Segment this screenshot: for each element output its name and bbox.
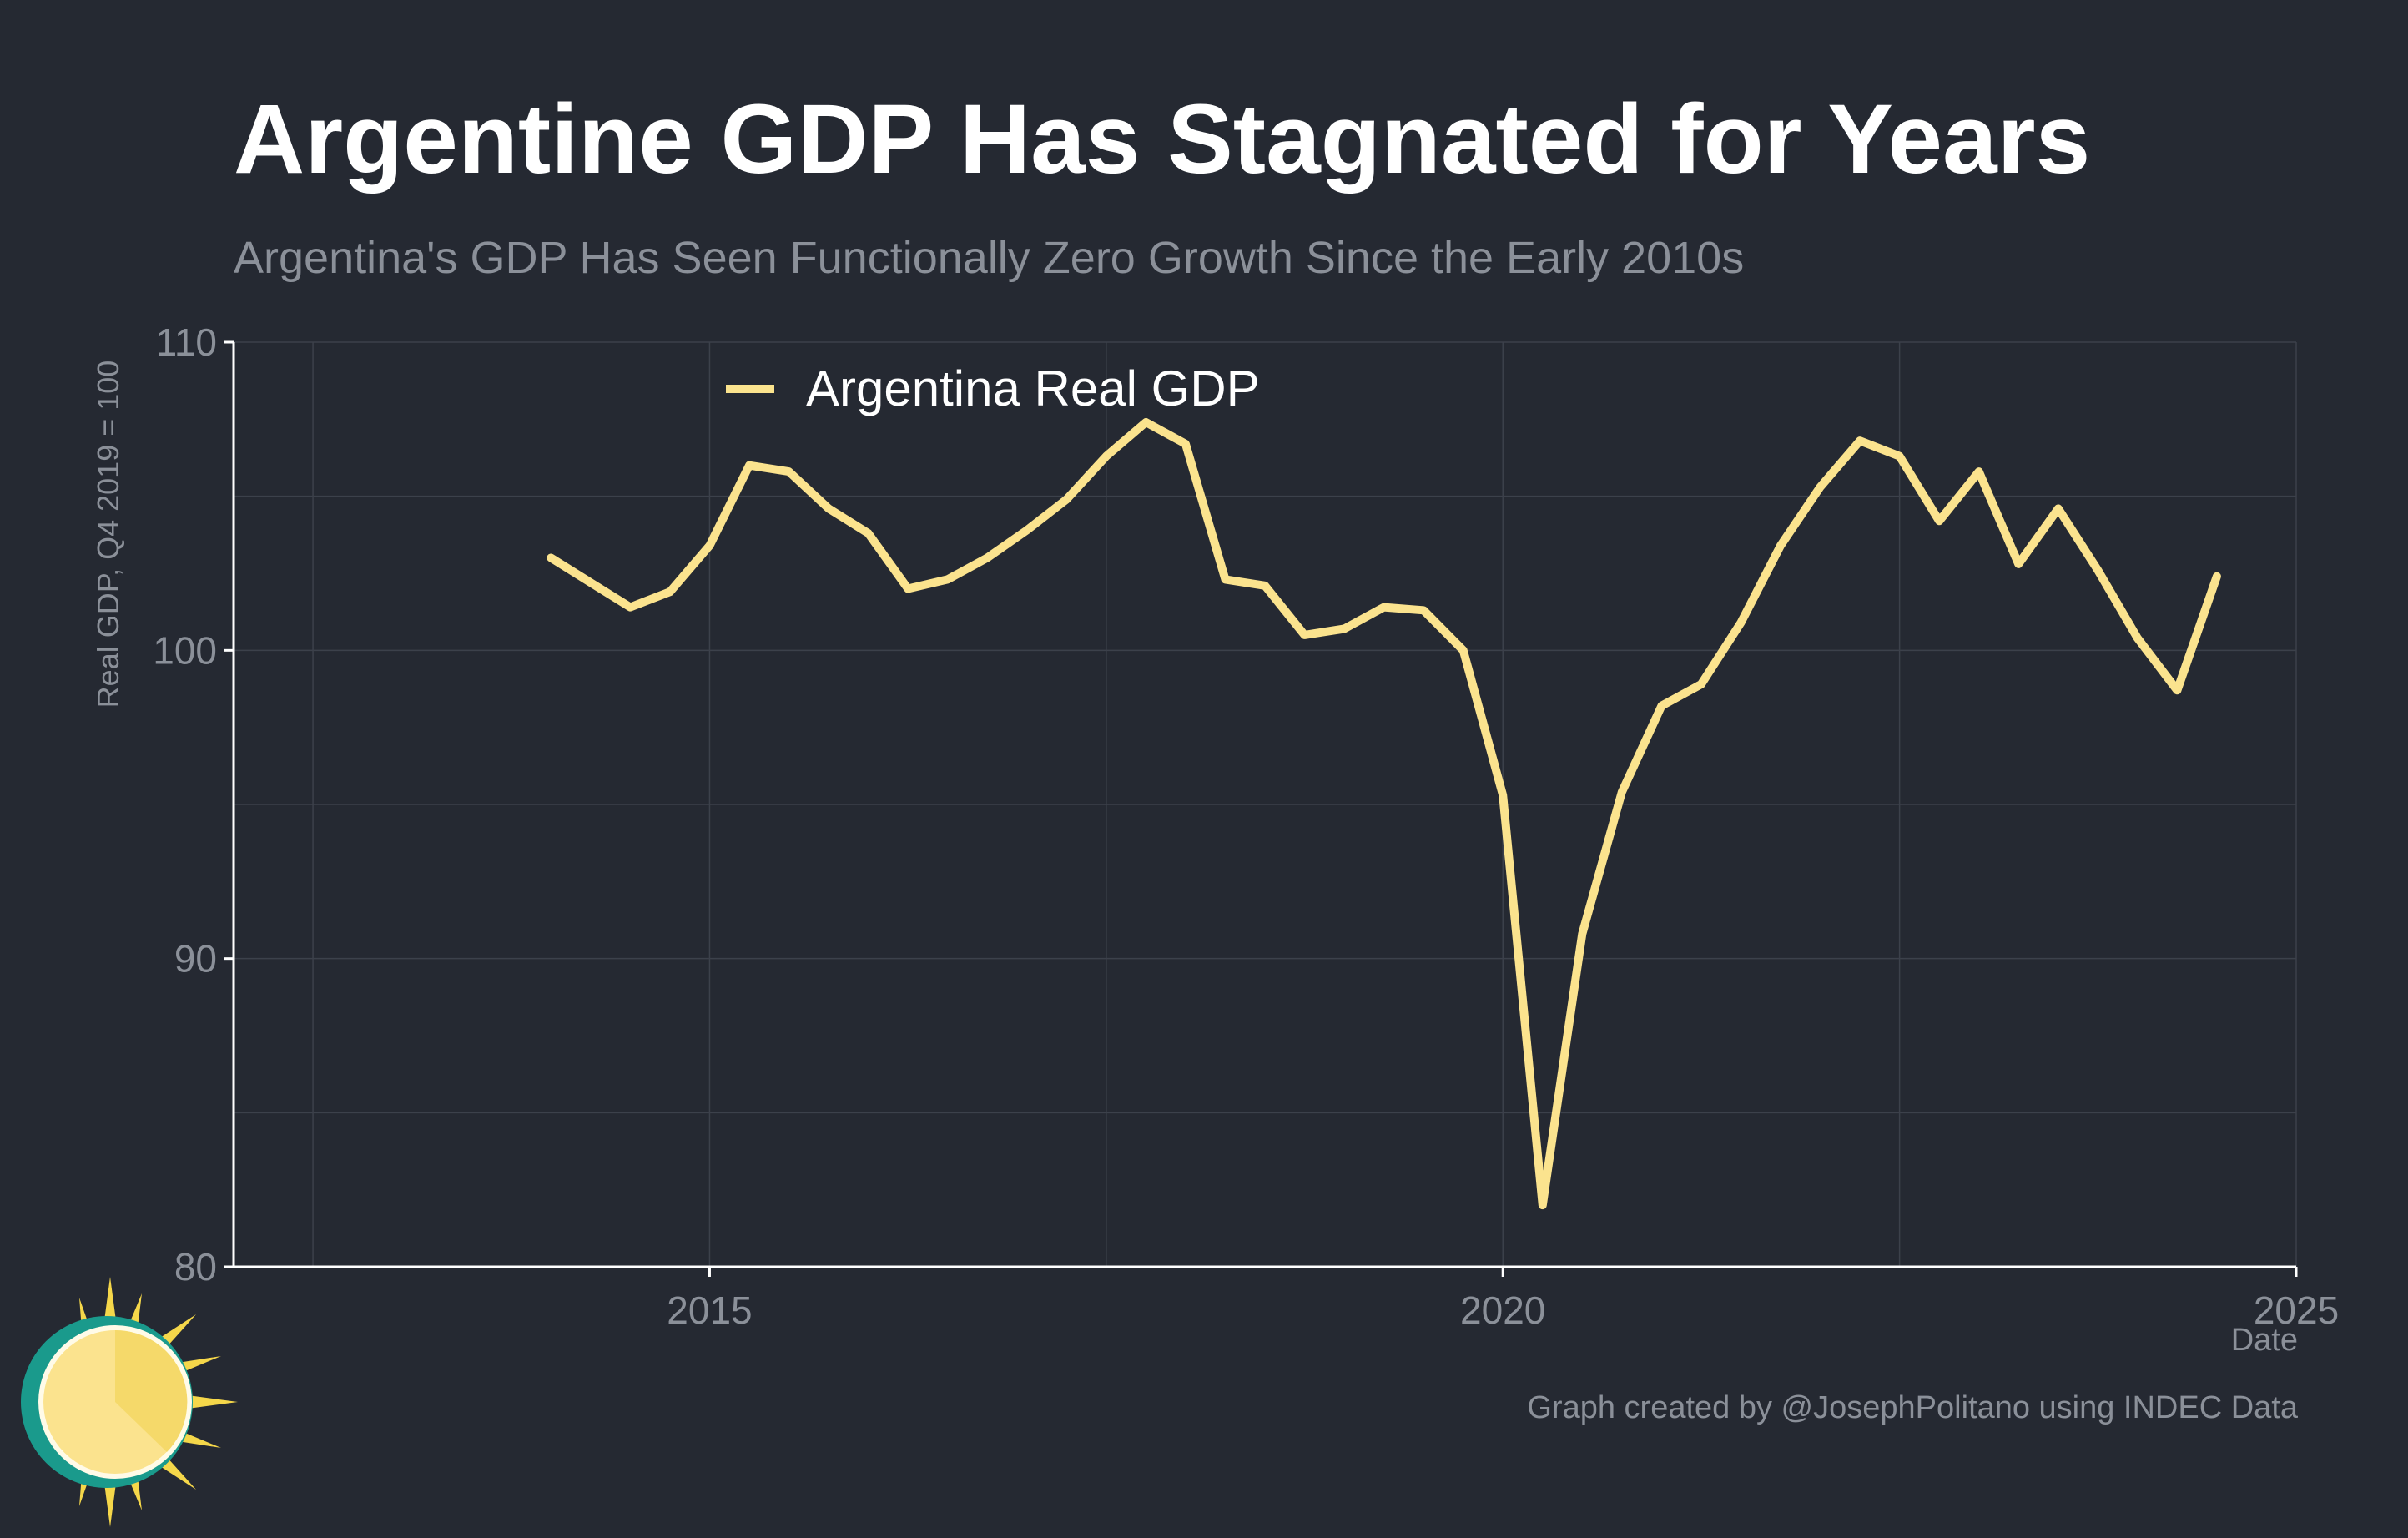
series-lines — [547, 418, 2221, 1210]
sun-logo-icon — [21, 1277, 238, 1527]
y-tick-label: 100 — [153, 628, 217, 672]
axes — [224, 340, 2298, 1277]
chart-title: Argentine GDP Has Stagnated for Years — [234, 84, 2091, 194]
source-caption: Graph created by @JosephPolitano using I… — [1527, 1390, 2298, 1425]
x-tick-label: 2015 — [667, 1288, 752, 1332]
series-line — [547, 418, 2221, 1210]
y-tick-label: 80 — [174, 1245, 217, 1288]
y-tick-label: 110 — [156, 320, 217, 364]
x-tick-label: 2020 — [1460, 1288, 1545, 1332]
legend: Argentina Real GDP — [726, 361, 1260, 416]
chart-subtitle: Argentina's GDP Has Seen Functionally Ze… — [234, 233, 1745, 283]
legend-label: Argentina Real GDP — [806, 361, 1260, 416]
x-tick-label: 2025 — [2254, 1288, 2339, 1332]
tick-labels: 80 90 100 110 2015 2020 2025 — [153, 320, 2339, 1332]
y-tick-label: 90 — [174, 937, 217, 981]
x-axis-label: Date — [2230, 1323, 2298, 1358]
